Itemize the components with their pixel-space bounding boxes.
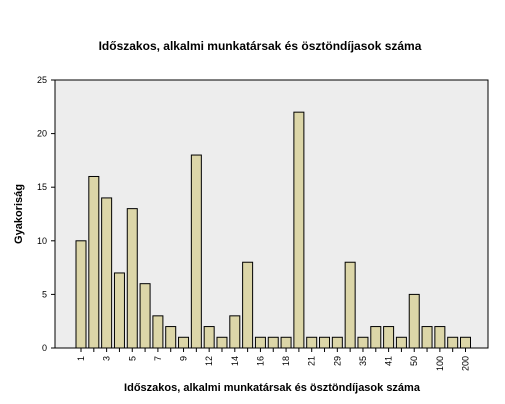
x-axis: 1 3 5 7 9 12 14 16 18 21 29 35 41 50 100 200 — [76, 348, 471, 371]
bar — [395, 336, 407, 349]
bar — [293, 111, 305, 349]
y-tick-label: 15 — [37, 182, 47, 192]
bars — [75, 111, 471, 349]
y-tick-label: 10 — [37, 236, 47, 246]
x-axis-label: Időszakos, alkalmi munkatársak és ösztön… — [124, 382, 421, 394]
x-tick-label: 100 — [435, 356, 445, 371]
x-tick-label: 16 — [255, 356, 265, 366]
x-tick-label: 12 — [204, 356, 214, 366]
bar — [126, 208, 138, 349]
x-tick-label: 3 — [102, 356, 112, 361]
bar — [460, 336, 471, 349]
bar — [229, 315, 241, 349]
bar — [139, 283, 151, 349]
bar — [190, 154, 202, 349]
bar — [408, 293, 420, 349]
x-tick-label: 14 — [230, 356, 240, 366]
y-axis-label: Gyakoriság — [13, 184, 25, 244]
y-tick-label: 25 — [37, 75, 47, 85]
bar — [88, 175, 100, 349]
bar — [101, 197, 113, 349]
x-tick-label: 200 — [461, 356, 471, 371]
bar — [254, 336, 266, 349]
y-tick-label: 5 — [42, 289, 47, 299]
x-tick-label: 7 — [153, 356, 163, 361]
y-axis: 0 5 10 15 20 25 — [37, 75, 55, 353]
bar — [165, 326, 177, 349]
bar — [113, 272, 125, 349]
bar — [421, 326, 433, 349]
x-tick-label: 21 — [307, 356, 317, 366]
x-tick-label: 29 — [332, 356, 342, 366]
bar — [152, 315, 164, 349]
x-tick-label: 1 — [76, 356, 86, 361]
x-tick-label: 5 — [127, 356, 137, 361]
bar — [203, 326, 215, 349]
chart-title: Időszakos, alkalmi munkatársak és ösztön… — [99, 39, 422, 53]
bar — [178, 336, 190, 349]
x-tick-label: 9 — [179, 356, 189, 361]
bar — [331, 336, 343, 349]
x-tick-label: 41 — [384, 356, 394, 366]
y-tick-label: 0 — [42, 343, 47, 353]
y-tick-label: 20 — [37, 129, 47, 139]
bar — [75, 240, 87, 349]
bar — [267, 336, 279, 349]
bar — [344, 261, 356, 349]
bar — [357, 336, 369, 349]
bar — [434, 326, 446, 349]
bar — [280, 336, 292, 349]
bar — [242, 261, 254, 349]
bar — [306, 336, 318, 349]
bar — [319, 336, 331, 349]
bar — [370, 326, 382, 349]
x-tick-label: 35 — [358, 356, 368, 366]
x-tick-label: 18 — [281, 356, 291, 366]
x-tick-label: 50 — [409, 356, 419, 366]
bar — [447, 336, 459, 349]
bar — [383, 326, 395, 349]
bar — [216, 336, 228, 349]
